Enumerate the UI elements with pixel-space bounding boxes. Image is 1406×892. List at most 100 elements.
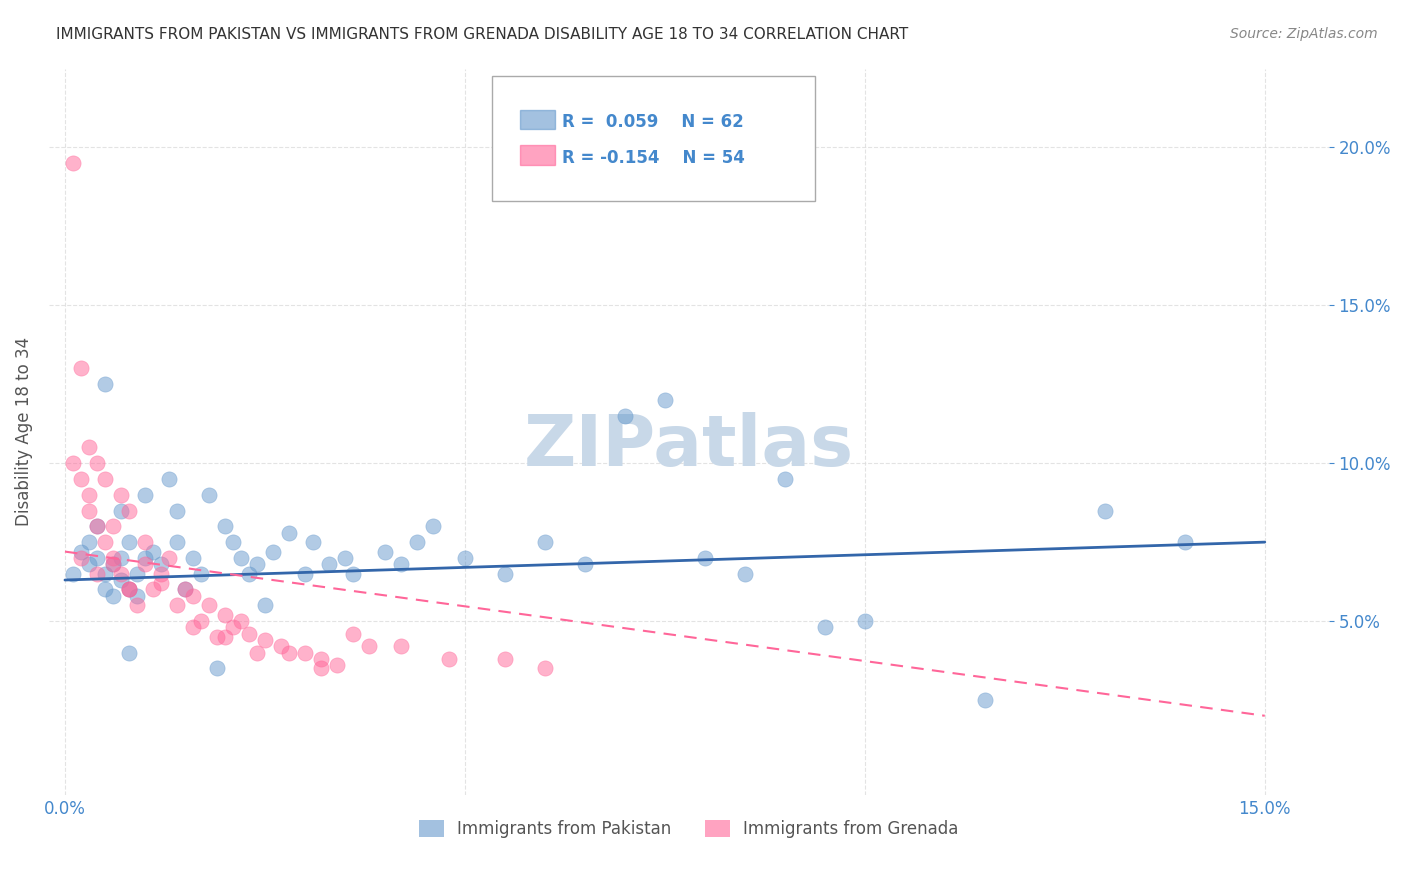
Immigrants from Pakistan xyxy=(333,550,356,565)
Immigrants from Pakistan xyxy=(229,550,252,565)
Immigrants from Grenada xyxy=(101,558,124,572)
Immigrants from Pakistan xyxy=(302,535,325,549)
Immigrants from Grenada xyxy=(494,652,516,666)
Immigrants from Grenada xyxy=(326,658,349,673)
Y-axis label: Disability Age 18 to 34: Disability Age 18 to 34 xyxy=(15,337,32,526)
Immigrants from Pakistan xyxy=(613,409,636,423)
Immigrants from Pakistan xyxy=(134,550,156,565)
Immigrants from Grenada xyxy=(94,472,117,486)
Immigrants from Pakistan xyxy=(110,550,132,565)
Immigrants from Pakistan xyxy=(222,535,245,549)
Immigrants from Pakistan xyxy=(118,646,141,660)
Immigrants from Grenada xyxy=(270,640,292,654)
Immigrants from Pakistan xyxy=(262,544,284,558)
Text: Source: ZipAtlas.com: Source: ZipAtlas.com xyxy=(1230,27,1378,41)
Immigrants from Pakistan xyxy=(181,550,204,565)
Immigrants from Pakistan xyxy=(342,566,364,581)
Immigrants from Pakistan xyxy=(110,503,132,517)
Immigrants from Pakistan xyxy=(494,566,516,581)
Immigrants from Pakistan xyxy=(149,558,172,572)
Text: R = -0.154    N = 54: R = -0.154 N = 54 xyxy=(562,149,745,167)
Immigrants from Grenada xyxy=(110,488,132,502)
Immigrants from Pakistan xyxy=(654,392,676,407)
Immigrants from Grenada xyxy=(70,550,93,565)
Legend: Immigrants from Pakistan, Immigrants from Grenada: Immigrants from Pakistan, Immigrants fro… xyxy=(412,813,966,845)
Immigrants from Grenada xyxy=(309,652,332,666)
Immigrants from Grenada xyxy=(134,535,156,549)
Immigrants from Pakistan xyxy=(205,661,228,675)
Immigrants from Grenada xyxy=(166,599,188,613)
Immigrants from Grenada xyxy=(101,550,124,565)
Immigrants from Grenada xyxy=(309,661,332,675)
Immigrants from Pakistan xyxy=(422,519,444,533)
Immigrants from Pakistan xyxy=(278,525,301,540)
Immigrants from Pakistan xyxy=(166,503,188,517)
Text: ZIPatlas: ZIPatlas xyxy=(524,411,853,481)
Immigrants from Pakistan xyxy=(534,535,557,549)
Immigrants from Grenada xyxy=(149,576,172,591)
Immigrants from Grenada xyxy=(214,630,236,644)
Immigrants from Pakistan xyxy=(214,519,236,533)
Immigrants from Grenada xyxy=(134,558,156,572)
Immigrants from Pakistan xyxy=(118,582,141,597)
Immigrants from Grenada xyxy=(118,503,141,517)
Immigrants from Pakistan xyxy=(454,550,477,565)
Immigrants from Pakistan xyxy=(134,488,156,502)
Immigrants from Grenada xyxy=(198,599,221,613)
Immigrants from Pakistan xyxy=(406,535,429,549)
Immigrants from Grenada xyxy=(437,652,460,666)
Immigrants from Grenada xyxy=(77,503,100,517)
Immigrants from Pakistan xyxy=(318,558,340,572)
Immigrants from Grenada xyxy=(294,646,316,660)
Immigrants from Pakistan xyxy=(70,544,93,558)
Immigrants from Pakistan xyxy=(157,472,180,486)
Immigrants from Pakistan xyxy=(125,589,148,603)
Immigrants from Pakistan xyxy=(973,693,995,707)
Text: IMMIGRANTS FROM PAKISTAN VS IMMIGRANTS FROM GRENADA DISABILITY AGE 18 TO 34 CORR: IMMIGRANTS FROM PAKISTAN VS IMMIGRANTS F… xyxy=(56,27,908,42)
Immigrants from Pakistan xyxy=(238,566,260,581)
Immigrants from Grenada xyxy=(174,582,197,597)
Immigrants from Grenada xyxy=(94,535,117,549)
Immigrants from Grenada xyxy=(205,630,228,644)
Immigrants from Grenada xyxy=(222,620,245,634)
Immigrants from Pakistan xyxy=(734,566,756,581)
Immigrants from Pakistan xyxy=(1094,503,1116,517)
Immigrants from Grenada xyxy=(357,640,380,654)
Immigrants from Pakistan xyxy=(94,582,117,597)
Immigrants from Grenada xyxy=(118,582,141,597)
Immigrants from Grenada xyxy=(253,632,276,647)
Immigrants from Grenada xyxy=(278,646,301,660)
Immigrants from Grenada xyxy=(142,582,165,597)
Immigrants from Pakistan xyxy=(142,544,165,558)
Immigrants from Pakistan xyxy=(86,550,108,565)
Immigrants from Pakistan xyxy=(77,535,100,549)
Immigrants from Grenada xyxy=(229,614,252,628)
Immigrants from Grenada xyxy=(149,566,172,581)
Immigrants from Grenada xyxy=(110,566,132,581)
Immigrants from Grenada xyxy=(246,646,269,660)
Immigrants from Pakistan xyxy=(574,558,596,572)
Immigrants from Pakistan xyxy=(125,566,148,581)
Immigrants from Pakistan xyxy=(1174,535,1197,549)
Immigrants from Pakistan xyxy=(110,573,132,587)
Immigrants from Grenada xyxy=(101,519,124,533)
Immigrants from Pakistan xyxy=(166,535,188,549)
Immigrants from Grenada xyxy=(190,614,212,628)
Immigrants from Grenada xyxy=(77,488,100,502)
Immigrants from Pakistan xyxy=(246,558,269,572)
Immigrants from Pakistan xyxy=(294,566,316,581)
Immigrants from Grenada xyxy=(214,607,236,622)
Immigrants from Grenada xyxy=(70,361,93,376)
Immigrants from Grenada xyxy=(86,566,108,581)
Immigrants from Grenada xyxy=(62,456,84,470)
Immigrants from Pakistan xyxy=(101,589,124,603)
Immigrants from Grenada xyxy=(62,156,84,170)
Immigrants from Grenada xyxy=(86,519,108,533)
Immigrants from Pakistan xyxy=(389,558,412,572)
Immigrants from Pakistan xyxy=(853,614,876,628)
Immigrants from Pakistan xyxy=(174,582,197,597)
Immigrants from Grenada xyxy=(389,640,412,654)
Immigrants from Pakistan xyxy=(77,558,100,572)
Immigrants from Pakistan xyxy=(94,566,117,581)
Immigrants from Grenada xyxy=(86,456,108,470)
